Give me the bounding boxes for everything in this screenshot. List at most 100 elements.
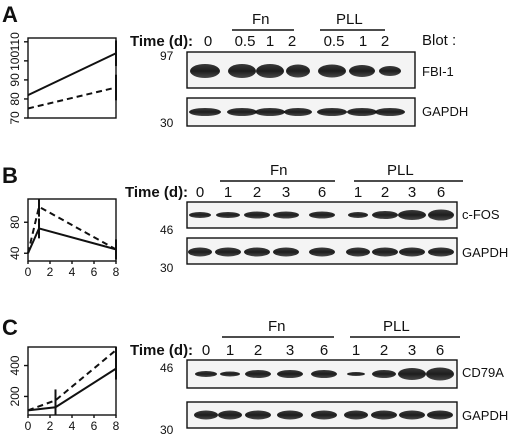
panel-letter-c: C [2,315,18,340]
blot-band [399,410,425,420]
time-value: 1 [224,184,232,201]
time-value: 3 [286,342,294,359]
blot-band [398,210,426,220]
blot-band [309,247,335,257]
time-value: 3 [282,184,290,201]
time-value: 0.5 [235,33,256,50]
blot-header: Blot : [422,32,456,49]
time-value: 3 [408,342,416,359]
blot-band [347,108,377,116]
blot-band [188,247,212,257]
marker-a-bottom: 30 [160,116,174,130]
time-value: 2 [380,342,388,359]
blot-band [244,211,270,219]
blot-band [428,209,454,221]
group-label-fn-b: Fn [270,162,288,179]
y-tick-label: 90 [8,73,22,87]
blot-band [426,367,454,381]
y-tick-label: 200 [8,386,22,406]
blot-band [277,410,303,420]
marker-a-top: 97 [160,49,174,63]
group-label-pll-b: PLL [387,162,414,179]
blot-band [277,370,303,378]
blot-band [379,66,401,76]
blot-band [346,247,370,257]
blot-label-gapdh-a: GAPDH [422,104,468,119]
blot-band [428,247,454,257]
marker-c-bottom: 30 [160,423,174,437]
blot-band [371,410,397,420]
blot-band [195,371,217,377]
blot-band [244,247,270,257]
blot-band [189,212,211,218]
blot-band [194,410,218,420]
blot-band [399,247,425,257]
blot-band [309,211,335,219]
y-tick-label: 400 [8,355,22,375]
blot-band [344,410,368,420]
blot-band [372,370,396,378]
time-value: 0 [202,342,210,359]
blot-label-cd79a: CD79A [462,365,504,380]
series-line-dashed [27,86,117,110]
line-chart-b: 40 80 0 2 4 6 8 [8,198,120,279]
group-label-pll-a: PLL [336,11,363,28]
time-label-c: Time (d): [130,342,193,359]
blot-band [311,410,337,420]
time-value: 1 [354,184,362,201]
blot-band [284,108,312,116]
blot-band [372,247,398,257]
series-line-dashed [27,205,117,254]
blot-band [245,410,271,420]
group-label-pll-c: PLL [383,318,410,335]
y-tick-label: 80 [8,92,22,106]
x-tick-label: 6 [91,419,98,433]
blot-band [398,368,426,380]
blot-band [348,212,368,218]
blot-band [228,64,256,78]
blot-band [347,372,365,376]
time-value: 1 [352,342,360,359]
blot-band [286,64,310,78]
time-value: 6 [318,184,326,201]
y-tick-label: 110 [8,32,22,51]
blot-band [318,64,346,78]
line-chart-c: 200 400 0 2 4 6 8 [8,346,120,433]
time-label-a: Time (d): [130,33,193,50]
x-tick-label: 4 [69,419,76,433]
blot-band [256,64,284,78]
time-value: 2 [253,184,261,201]
x-tick-label: 8 [113,265,120,279]
y-tick-label: 100 [8,51,22,71]
time-value: 0 [204,33,212,50]
time-value: 6 [320,342,328,359]
time-value: 0.5 [324,33,345,50]
time-value: 1 [266,33,274,50]
time-value: 2 [288,33,296,50]
blot-band [372,211,398,219]
x-tick-label: 2 [47,265,54,279]
x-tick-label: 0 [25,419,32,433]
marker-b-top: 46 [160,223,174,237]
blot-band [317,108,347,116]
blot-band [218,410,242,420]
blot-band [273,247,299,257]
blot-band [216,212,240,218]
blot-label-gapdh-b: GAPDH [462,245,508,260]
x-tick-label: 0 [25,265,32,279]
series-line-dashed [27,349,117,412]
blot-label-fbi1: FBI-1 [422,64,454,79]
time-value: 2 [381,184,389,201]
time-value: 1 [226,342,234,359]
panel-letter-b: B [2,163,18,188]
group-label-fn-a: Fn [252,11,270,28]
series-line-solid [27,367,117,412]
marker-c-top: 46 [160,361,174,375]
blot-label-cfos: c-FOS [462,207,500,222]
series-line-solid [27,52,117,97]
time-value: 2 [254,342,262,359]
x-tick-label: 4 [69,265,76,279]
blot-band [189,108,221,116]
